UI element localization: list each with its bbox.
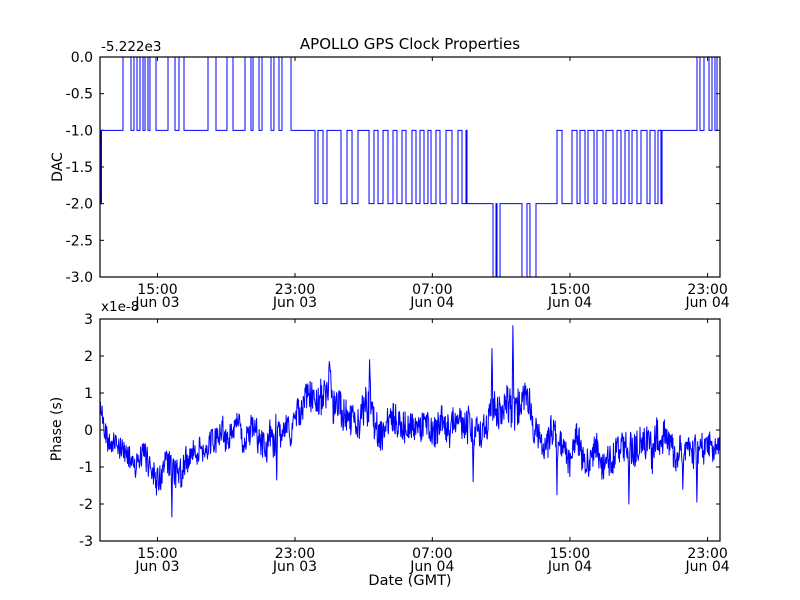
x-tick-date-label: Jun 04 bbox=[547, 295, 592, 311]
date-xlabel: Date (GMT) bbox=[368, 573, 452, 589]
y-tick-label: -1.5 bbox=[66, 160, 93, 176]
x-tick-date-label: Jun 03 bbox=[272, 295, 317, 311]
y-tick-label: -3.0 bbox=[66, 270, 93, 286]
y-tick-label: -2.5 bbox=[66, 233, 93, 249]
x-tick-date-label: Jun 04 bbox=[547, 559, 592, 575]
x-tick-time-label: 07:00 bbox=[412, 546, 452, 562]
axes-frame bbox=[99, 318, 721, 542]
phase-axis-scale-label: x1e-8 bbox=[101, 299, 140, 315]
x-tick-date-label: Jun 03 bbox=[134, 559, 179, 575]
y-tick-label: 0.0 bbox=[71, 50, 93, 66]
dac-ylabel: DAC bbox=[50, 152, 66, 182]
phase-noise-line bbox=[99, 325, 721, 518]
y-tick-label: -3 bbox=[79, 534, 93, 550]
dac-axis-offset-label: -5.222e3 bbox=[101, 39, 162, 55]
x-tick-date-label: Jun 03 bbox=[134, 295, 179, 311]
x-tick-date-label: Jun 03 bbox=[272, 559, 317, 575]
phase-ylabel: Phase (s) bbox=[49, 396, 65, 462]
x-tick-date-label: Jun 04 bbox=[685, 559, 730, 575]
y-tick-label: 0 bbox=[84, 423, 93, 439]
axes-frame bbox=[99, 56, 721, 278]
x-tick-time-label: 15:00 bbox=[550, 282, 590, 298]
x-tick-date-label: Jun 04 bbox=[409, 559, 454, 575]
y-tick-label: 3 bbox=[84, 312, 93, 328]
x-tick-time-label: 23:00 bbox=[275, 282, 315, 298]
chart-title: APOLLO GPS Clock Properties bbox=[299, 35, 521, 53]
y-tick-label: -0.5 bbox=[66, 87, 93, 103]
y-tick-label: -2.0 bbox=[66, 197, 93, 213]
y-tick-label: -1.0 bbox=[66, 123, 93, 139]
x-tick-time-label: 07:00 bbox=[412, 282, 452, 298]
dac-steps-line bbox=[100, 56, 720, 278]
x-tick-time-label: 15:00 bbox=[550, 546, 590, 562]
y-tick-label: -1 bbox=[79, 460, 93, 476]
x-tick-date-label: Jun 04 bbox=[409, 295, 454, 311]
x-tick-time-label: 23:00 bbox=[687, 282, 727, 298]
x-tick-time-label: 15:00 bbox=[137, 546, 177, 562]
y-tick-label: -2 bbox=[79, 497, 93, 513]
x-tick-time-label: 15:00 bbox=[137, 282, 177, 298]
y-tick-label: 2 bbox=[84, 349, 93, 365]
x-tick-time-label: 23:00 bbox=[687, 546, 727, 562]
y-tick-label: 1 bbox=[84, 386, 93, 402]
x-tick-time-label: 23:00 bbox=[275, 546, 315, 562]
x-tick-date-label: Jun 04 bbox=[685, 295, 730, 311]
